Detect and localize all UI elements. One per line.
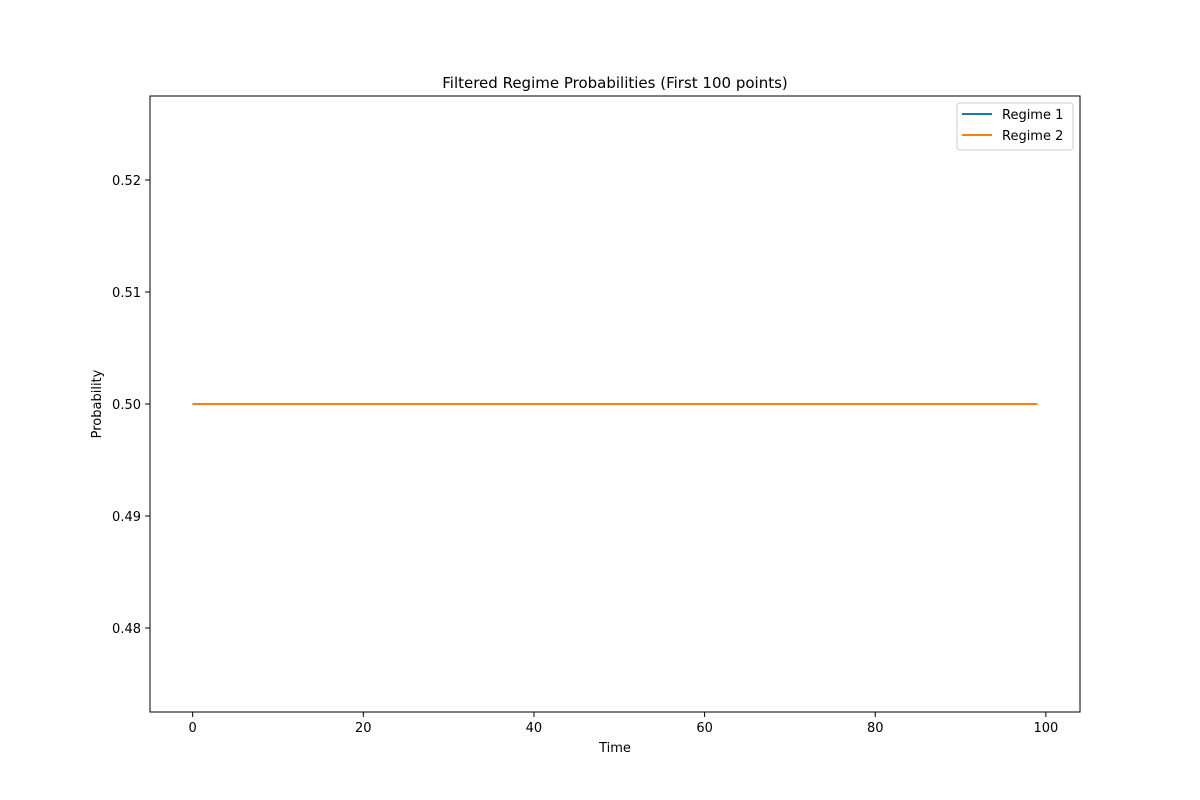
x-axis: 0 20 40 60 80 100 [189, 712, 1058, 736]
x-tick-label: 20 [355, 721, 372, 736]
y-tick-label: 0.49 [112, 510, 141, 525]
y-axis-label: Probability [90, 369, 105, 438]
legend: Regime 1 Regime 2 [956, 102, 1074, 151]
legend-label-regime-1: Regime 1 [1002, 108, 1063, 123]
x-tick-label: 0 [189, 721, 197, 736]
chart-title: Filtered Regime Probabilities (First 100… [442, 74, 788, 92]
y-tick-label: 0.52 [112, 174, 141, 189]
x-tick-label: 80 [867, 721, 884, 736]
y-tick-label: 0.51 [112, 286, 141, 301]
x-tick-label: 60 [696, 721, 713, 736]
x-tick-label: 100 [1033, 721, 1058, 736]
y-tick-label: 0.50 [112, 398, 141, 413]
x-axis-label: Time [598, 741, 631, 756]
legend-label-regime-2: Regime 2 [1002, 129, 1063, 144]
y-tick-label: 0.48 [112, 622, 141, 637]
y-axis: 0.48 0.49 0.50 0.51 0.52 [112, 174, 150, 637]
plot-area [149, 95, 1081, 713]
x-tick-label: 40 [526, 721, 543, 736]
